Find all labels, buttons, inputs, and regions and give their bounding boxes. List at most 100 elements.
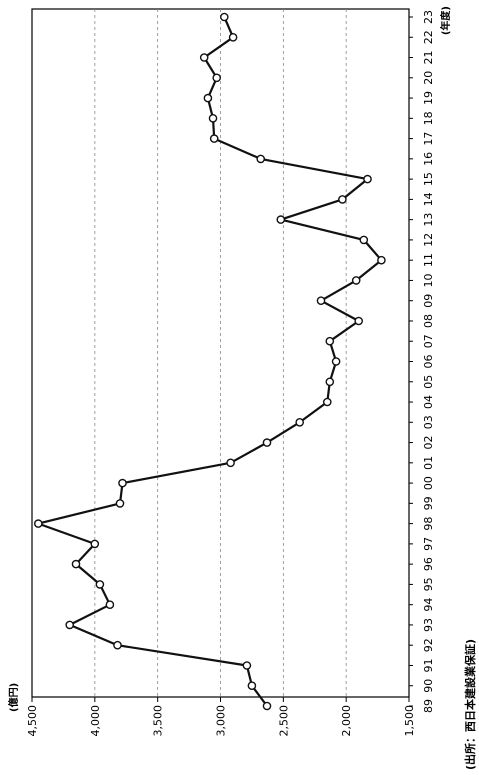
data-point — [325, 336, 335, 346]
data-point — [262, 701, 272, 711]
x-tick-label: 07 — [422, 334, 435, 348]
x-tick-group: 19 — [422, 91, 435, 105]
x-tick-label: 05 — [422, 375, 435, 389]
y-tick-label: 4,500 — [26, 705, 39, 737]
y-tick-label: 2,500 — [277, 705, 290, 737]
x-tick-label: 11 — [422, 253, 435, 267]
x-tick-group: 05 — [422, 375, 435, 389]
data-point — [65, 620, 74, 630]
y-tick-group: 3,000 — [215, 705, 228, 737]
x-tick-label: 10 — [422, 273, 435, 287]
data-point — [208, 114, 218, 123]
x-tick-label: 97 — [422, 537, 435, 551]
data-point — [118, 478, 127, 488]
x-tick-group: 89 — [422, 699, 435, 713]
data-point — [247, 681, 257, 691]
x-tick-group: 15 — [422, 172, 435, 186]
data-point — [199, 53, 209, 62]
data-point — [322, 397, 332, 407]
x-tick-label: 15 — [422, 172, 435, 186]
x-tick-label: 92 — [422, 638, 435, 652]
data-point — [242, 661, 252, 670]
data-point — [105, 600, 115, 610]
x-tick-label: 90 — [422, 679, 435, 693]
x-tick-label: 93 — [422, 618, 435, 632]
y-unit-label: (億円) — [7, 683, 20, 712]
x-tick-group: 95 — [422, 577, 435, 591]
x-tick-group: 01 — [422, 456, 435, 470]
x-tick-group: 92 — [422, 638, 435, 652]
data-point — [262, 438, 272, 447]
x-tick-label: 98 — [422, 517, 435, 531]
x-tick-group: 13 — [422, 213, 435, 227]
data-point — [203, 93, 213, 103]
x-tick-group: 18 — [422, 111, 435, 125]
x-tick-group: 22 — [422, 30, 435, 44]
x-tick-label: 14 — [422, 192, 435, 206]
x-tick-group: 12 — [422, 233, 435, 247]
y-tick-group: 2,500 — [277, 705, 290, 737]
x-tick-label: 96 — [422, 557, 435, 571]
data-point — [34, 519, 43, 528]
x-tick-group: 14 — [422, 192, 435, 206]
y-tick-label: 3,500 — [152, 705, 165, 737]
data-point — [377, 255, 386, 265]
data-point — [331, 357, 341, 366]
data-point — [363, 174, 372, 184]
x-tick-label: 18 — [422, 111, 435, 125]
data-point — [276, 215, 286, 224]
x-tick-group: 16 — [422, 152, 435, 166]
x-tick-group: 04 — [422, 395, 435, 409]
y-tick-group: 1,500 — [403, 705, 416, 737]
x-tick-group: 06 — [422, 355, 435, 369]
x-tick-group: 98 — [422, 517, 435, 531]
x-tick-label: 12 — [422, 233, 435, 247]
data-point — [359, 235, 369, 245]
y-tick-label: 4,000 — [89, 705, 102, 737]
x-tick-group: 08 — [422, 314, 435, 328]
y-tick-group: 4,000 — [89, 705, 102, 737]
x-tick-label: 00 — [422, 476, 435, 490]
data-point — [95, 580, 105, 589]
x-tick-group: 23 — [422, 10, 435, 24]
data-point — [90, 539, 100, 549]
y-tick-group: 4,500 — [26, 705, 39, 737]
y-tick-group: 2,000 — [340, 705, 353, 737]
x-tick-label: 01 — [422, 456, 435, 470]
x-axis-ticks: 89 90 91 92 93 94 95 96 97 98 99 00 01 02 03 04 05 06 07 08… — [409, 10, 435, 713]
series-group — [34, 12, 386, 711]
x-tick-group: 11 — [422, 253, 435, 267]
x-tick-group: 17 — [422, 132, 435, 146]
x-tick-label: 16 — [422, 152, 435, 166]
x-tick-group: 03 — [422, 415, 435, 429]
y-tick-label: 2,000 — [340, 705, 353, 737]
y-tick-label: 1,500 — [403, 705, 416, 737]
x-tick-label: 89 — [422, 699, 435, 713]
x-tick-label: 19 — [422, 91, 435, 105]
x-tick-group: 07 — [422, 334, 435, 348]
data-point — [295, 417, 305, 427]
x-tick-label: 17 — [422, 132, 435, 146]
x-tick-group: 97 — [422, 537, 435, 551]
x-tick-label: 22 — [422, 30, 435, 44]
data-point — [338, 195, 347, 204]
x-tick-group: 96 — [422, 557, 435, 571]
data-point — [219, 12, 229, 22]
x-tick-group: 94 — [422, 598, 435, 612]
x-tick-group: 02 — [422, 436, 435, 450]
x-tick-label: 08 — [422, 314, 435, 328]
x-tick-label: 02 — [422, 436, 435, 450]
data-point — [115, 499, 125, 508]
data-point — [113, 640, 122, 650]
data-point — [316, 296, 326, 306]
y-tick-label: 3,000 — [215, 705, 228, 737]
x-unit-label: (年度) — [439, 6, 452, 35]
x-tick-label: 09 — [422, 294, 435, 308]
data-point — [228, 33, 238, 42]
x-tick-group: 90 — [422, 679, 435, 693]
x-tick-group: 09 — [422, 294, 435, 308]
gridlines — [94, 9, 347, 697]
source-note: (出所：西日本建設業保証) — [463, 639, 477, 770]
x-tick-label: 13 — [422, 213, 435, 227]
